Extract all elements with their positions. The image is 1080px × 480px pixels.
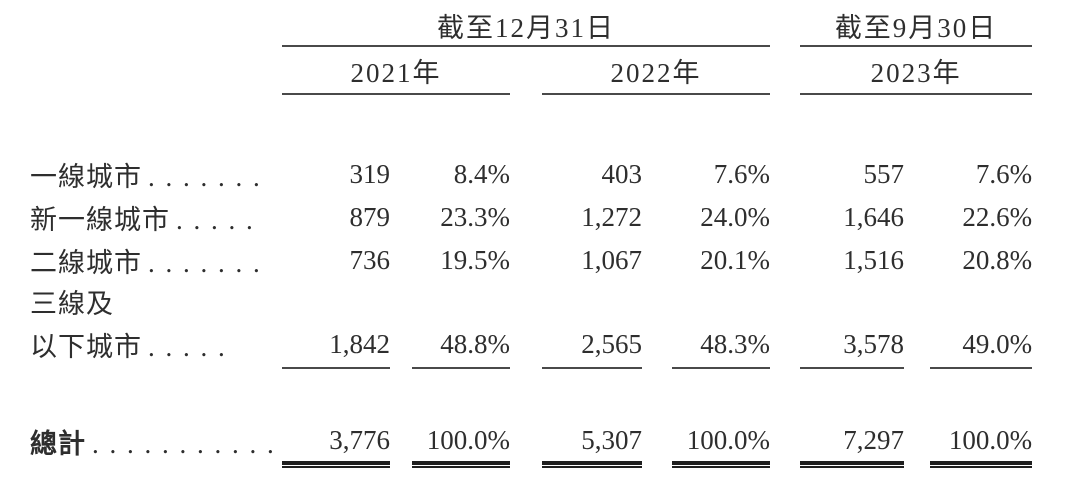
value-cell-2022: 403 — [601, 159, 643, 189]
table-row-tier2: 二線城市. . . . . . . 736 19.5% 1,067 20.1% … — [30, 239, 1032, 282]
header-year-row: 2021年 2022年 2023年 — [30, 46, 1033, 95]
total-percent-2022: 100.0% — [672, 419, 771, 468]
column-gap — [770, 153, 800, 196]
total-percent-2023: 100.0% — [930, 419, 1033, 468]
table-row-total: 總計. . . . . . . . . . . 3,776 100.0% 5,3… — [30, 419, 1033, 468]
spacer-row — [30, 368, 1032, 419]
percent-cell-2022: 7.6% — [713, 159, 771, 189]
year-header-2023: 2023年 — [800, 46, 1033, 95]
value-cell-2022: 1,272 — [581, 202, 642, 232]
dot-leader: . . . . . . . — [148, 248, 262, 278]
column-gap — [770, 6, 800, 46]
column-gap — [390, 153, 412, 196]
column-gap — [642, 239, 672, 282]
year-header-2022: 2022年 — [542, 46, 771, 95]
column-gap — [390, 321, 412, 368]
total-label-text: 總計 — [30, 428, 86, 459]
percent-cell-2021: 23.3% — [440, 202, 510, 232]
empty-cells — [282, 282, 1032, 321]
column-gap — [770, 321, 800, 368]
value-cell-2021: 879 — [349, 202, 391, 232]
column-gap — [510, 196, 542, 239]
percent-cell-2022: 20.1% — [700, 245, 771, 275]
column-gap — [904, 196, 930, 239]
year-header-2021: 2021年 — [282, 46, 510, 95]
percent-cell-2021: 48.8% — [412, 321, 510, 369]
dot-leader: . . . . . — [148, 332, 227, 362]
column-gap — [510, 239, 542, 282]
percent-cell-2023: 22.6% — [962, 202, 1033, 232]
column-gap — [390, 239, 412, 282]
header-label-spacer — [30, 46, 282, 94]
table-row-tier3-values: 以下城市. . . . . 1,842 48.8% 2,565 48.3% 3,… — [30, 321, 1033, 369]
row-label: 二線城市. . . . . . . — [30, 239, 282, 282]
column-gap — [510, 153, 542, 196]
row-label-text: 新一線城市 — [30, 205, 170, 235]
total-value-2021: 3,776 — [282, 419, 390, 468]
column-gap — [642, 153, 672, 196]
column-gap — [642, 196, 672, 239]
value-cell-2023: 3,578 — [800, 321, 905, 369]
header-period-dec31: 截至12月31日 — [282, 6, 771, 47]
column-gap — [770, 419, 800, 463]
column-gap — [510, 46, 542, 94]
value-cell-2023: 1,516 — [843, 245, 905, 275]
dot-leader: . . . . . . . . . . . — [92, 428, 276, 459]
percent-cell-2021: 8.4% — [453, 159, 510, 189]
percent-cell-2023: 20.8% — [962, 245, 1033, 275]
table-row-tier3-label-line1: 三線及 — [30, 282, 1032, 321]
spacer-row — [30, 94, 1032, 153]
column-gap — [390, 419, 412, 463]
column-gap — [642, 419, 672, 463]
row-label: 新一線城市. . . . . — [30, 196, 282, 239]
total-label: 總計. . . . . . . . . . . — [30, 419, 282, 463]
column-gap — [770, 196, 800, 239]
column-gap — [510, 321, 542, 368]
column-gap — [510, 419, 542, 463]
column-gap — [770, 46, 800, 94]
column-gap — [904, 153, 930, 196]
value-cell-2022: 1,067 — [581, 245, 642, 275]
value-cell-2021: 1,842 — [282, 321, 390, 369]
value-cell-2023: 1,646 — [843, 202, 905, 232]
row-label-text: 二線城市 — [30, 248, 142, 278]
column-gap — [904, 321, 930, 368]
dot-leader: . . . . . . . — [148, 162, 262, 192]
total-value-2023: 7,297 — [800, 419, 905, 468]
column-gap — [770, 239, 800, 282]
percent-cell-2022: 24.0% — [700, 202, 771, 232]
value-cell-2022: 2,565 — [542, 321, 642, 369]
value-cell-2021: 736 — [349, 245, 391, 275]
column-gap — [642, 321, 672, 368]
dot-leader: . . . . . — [176, 205, 255, 235]
percent-cell-2023: 7.6% — [975, 159, 1033, 189]
row-label-text: 一線城市 — [30, 162, 142, 192]
total-value-2022: 5,307 — [542, 419, 642, 468]
column-gap — [904, 419, 930, 463]
percent-cell-2023: 49.0% — [930, 321, 1033, 369]
total-percent-2021: 100.0% — [412, 419, 510, 468]
header-period-row: 截至12月31日 截至9月30日 — [30, 6, 1033, 47]
column-gap — [390, 196, 412, 239]
value-cell-2021: 319 — [349, 159, 391, 189]
row-label: 一線城市. . . . . . . — [30, 153, 282, 196]
row-label-text: 以下城市 — [30, 332, 142, 362]
value-cell-2023: 557 — [863, 159, 905, 189]
row-label: 以下城市. . . . . — [30, 321, 282, 368]
row-label-text: 三線及 — [30, 289, 114, 319]
percent-cell-2021: 19.5% — [440, 245, 510, 275]
header-label-spacer — [30, 6, 282, 46]
table-row-tier1: 一線城市. . . . . . . 319 8.4% 403 7.6% 557 … — [30, 153, 1032, 196]
column-gap — [904, 239, 930, 282]
table-row-new-tier1: 新一線城市. . . . . 879 23.3% 1,272 24.0% 1,6… — [30, 196, 1032, 239]
percent-cell-2022: 48.3% — [672, 321, 771, 369]
financial-table-page: 截至12月31日 截至9月30日 2021年 2022年 2023年 一線城市.… — [0, 6, 1080, 480]
header-period-sep30: 截至9月30日 — [800, 6, 1033, 47]
row-label: 三線及 — [30, 282, 282, 321]
city-tier-breakdown-table: 截至12月31日 截至9月30日 2021年 2022年 2023年 一線城市.… — [30, 6, 1033, 468]
